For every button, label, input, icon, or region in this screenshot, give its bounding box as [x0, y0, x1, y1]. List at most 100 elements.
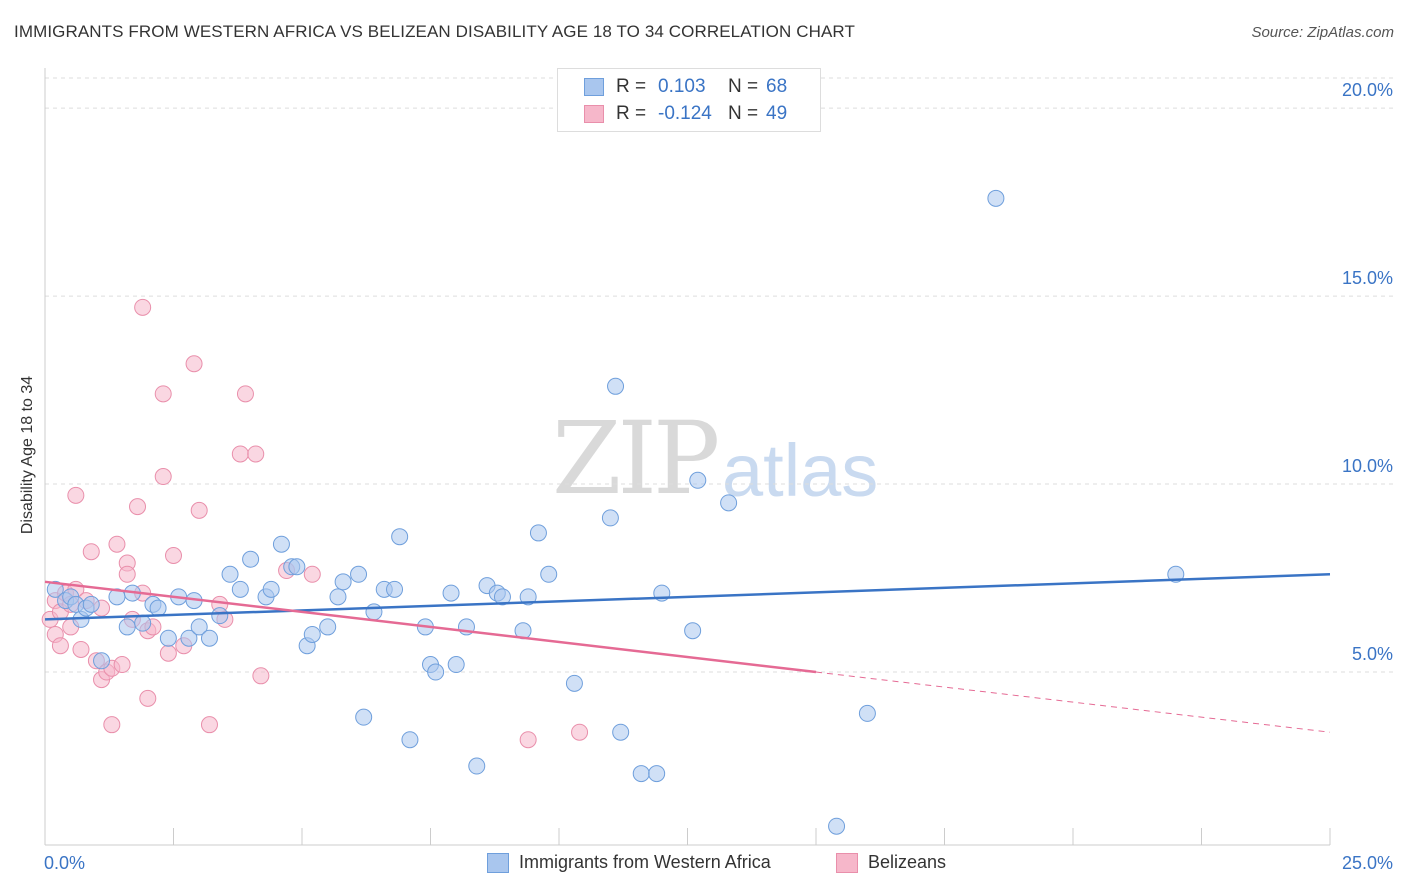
- data-point-western-africa: [319, 618, 337, 636]
- data-point-western-africa: [632, 765, 650, 783]
- data-point-western-africa: [684, 622, 702, 640]
- legend-r-label: R =: [616, 76, 647, 97]
- data-point-belizean: [51, 637, 69, 655]
- trend-line-belizean: [44, 580, 817, 674]
- trend-line-belizean-extension: [815, 671, 1331, 733]
- data-point-belizean: [129, 498, 147, 516]
- legend-n-label: N =: [728, 103, 759, 124]
- data-point-western-africa: [200, 629, 218, 647]
- data-point-western-africa: [350, 565, 368, 583]
- data-point-western-africa: [565, 674, 583, 692]
- data-point-western-africa: [221, 565, 239, 583]
- data-point-western-africa: [689, 471, 707, 489]
- bottom-legend-belizeans: Belizeans: [836, 852, 946, 873]
- data-point-western-africa: [468, 757, 486, 775]
- data-point-belizean: [190, 501, 208, 519]
- bottom-legend-swatch-blue: [487, 852, 509, 873]
- data-point-belizean: [67, 486, 85, 504]
- data-point-belizean: [185, 355, 203, 373]
- data-point-belizean: [231, 445, 249, 463]
- data-point-western-africa: [211, 607, 229, 625]
- data-point-belizean: [72, 640, 90, 658]
- data-point-western-africa: [401, 731, 419, 749]
- data-point-western-africa: [82, 595, 100, 613]
- data-point-western-africa: [1167, 565, 1185, 583]
- data-point-belizean: [519, 731, 537, 749]
- data-point-western-africa: [288, 558, 306, 576]
- data-point-western-africa: [180, 629, 198, 647]
- data-point-belizean: [103, 716, 121, 734]
- y-tick-label: 10.0%: [1342, 456, 1393, 476]
- data-point-western-africa: [262, 580, 280, 598]
- data-point-western-africa: [242, 550, 260, 568]
- data-point-belizean: [247, 445, 265, 463]
- data-point-belizean: [165, 546, 182, 564]
- data-point-belizean: [82, 543, 100, 561]
- data-point-belizean: [236, 385, 254, 403]
- data-point-belizean: [200, 716, 218, 734]
- data-point-western-africa: [529, 524, 547, 542]
- data-point-western-africa: [365, 603, 383, 621]
- data-point-western-africa: [648, 765, 666, 783]
- data-point-western-africa: [447, 656, 465, 674]
- data-point-western-africa: [159, 629, 177, 647]
- data-point-western-africa: [149, 599, 167, 617]
- bottom-legend-swatch-pink: [836, 852, 858, 873]
- y-tick-label: 20.0%: [1342, 80, 1393, 100]
- data-point-western-africa: [612, 723, 630, 741]
- data-point-western-africa: [134, 614, 152, 632]
- data-point-belizean: [118, 565, 136, 583]
- legend-row-western-africa: R = 0.103 N = 68: [584, 75, 787, 99]
- data-point-belizean: [134, 298, 152, 316]
- data-point-belizean: [571, 723, 589, 741]
- data-point-western-africa: [391, 528, 409, 546]
- data-point-western-africa: [355, 708, 373, 726]
- data-point-belizean: [108, 535, 126, 553]
- data-point-western-africa: [540, 565, 558, 583]
- bottom-legend-label: Immigrants from Western Africa: [519, 852, 771, 872]
- watermark-atlas: atlas: [722, 429, 879, 512]
- y-tick-label: 15.0%: [1342, 268, 1393, 288]
- legend-swatch-blue: [584, 78, 604, 96]
- watermark-zip: ZIP: [552, 400, 720, 517]
- data-point-belizean: [113, 656, 131, 674]
- source-credit: Source: ZipAtlas.com: [1251, 24, 1394, 41]
- y-tick-label: 5.0%: [1352, 644, 1393, 664]
- legend-n-value: 68: [766, 76, 788, 97]
- legend-row-belizeans: R = -0.124 N = 49: [584, 102, 787, 126]
- data-point-western-africa: [386, 580, 404, 598]
- legend-r-label: R =: [616, 103, 647, 124]
- chart-title: IMMIGRANTS FROM WESTERN AFRICA VS BELIZE…: [14, 22, 855, 41]
- data-point-western-africa: [231, 580, 249, 598]
- data-point-western-africa: [118, 618, 136, 636]
- data-point-belizean: [252, 667, 270, 685]
- data-point-western-africa: [720, 494, 738, 512]
- bottom-legend-western-africa: Immigrants from Western Africa: [487, 852, 771, 873]
- data-point-western-africa: [329, 588, 347, 606]
- x-tick-label-max: 25.0%: [1342, 853, 1393, 873]
- data-point-western-africa: [93, 652, 111, 670]
- data-point-western-africa: [607, 377, 625, 395]
- data-point-belizean: [139, 689, 157, 707]
- data-point-belizean: [154, 385, 172, 403]
- legend-swatch-pink: [584, 105, 604, 123]
- data-point-western-africa: [334, 573, 352, 591]
- trend-line-western-africa: [44, 573, 1331, 621]
- data-point-western-africa: [442, 584, 460, 602]
- correlation-legend: R = 0.103 N = 68 R = -0.124 N = 49: [557, 68, 821, 132]
- data-point-western-africa: [46, 580, 64, 598]
- data-point-western-africa: [427, 663, 445, 681]
- data-point-western-africa: [601, 509, 619, 527]
- data-point-western-africa: [190, 618, 208, 636]
- data-point-belizean: [154, 468, 172, 486]
- legend-n-value: 49: [766, 103, 788, 124]
- x-tick-label-min: 0.0%: [44, 853, 85, 873]
- data-point-western-africa: [519, 588, 537, 606]
- bottom-legend-label: Belizeans: [868, 852, 947, 872]
- data-point-belizean: [303, 565, 321, 583]
- data-point-western-africa: [858, 704, 876, 722]
- legend-r-value: -0.124: [658, 103, 712, 124]
- data-point-western-africa: [272, 535, 290, 553]
- data-point-western-africa: [303, 625, 321, 643]
